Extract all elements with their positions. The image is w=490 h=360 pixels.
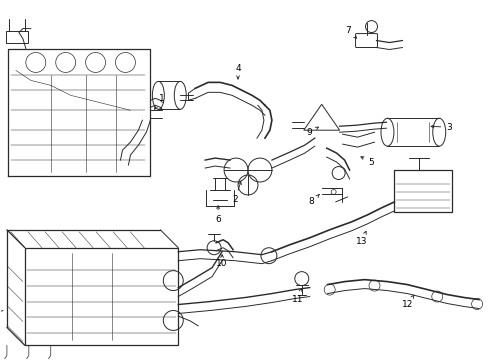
- Text: 7: 7: [345, 26, 357, 38]
- Text: 12: 12: [402, 295, 414, 309]
- Text: 5: 5: [361, 157, 374, 167]
- Text: 1: 1: [154, 94, 165, 109]
- Text: 8: 8: [309, 194, 319, 206]
- Text: 13: 13: [356, 231, 368, 246]
- Text: 6: 6: [215, 206, 221, 224]
- Bar: [6, 31, 28, 42]
- Bar: [25, 248, 178, 345]
- Text: 10: 10: [217, 255, 228, 268]
- Text: 9: 9: [307, 127, 318, 137]
- Text: 3: 3: [431, 123, 452, 132]
- Text: 11: 11: [292, 289, 303, 304]
- Bar: [394, 170, 452, 212]
- Text: 4: 4: [235, 64, 241, 79]
- Text: 2: 2: [232, 181, 242, 204]
